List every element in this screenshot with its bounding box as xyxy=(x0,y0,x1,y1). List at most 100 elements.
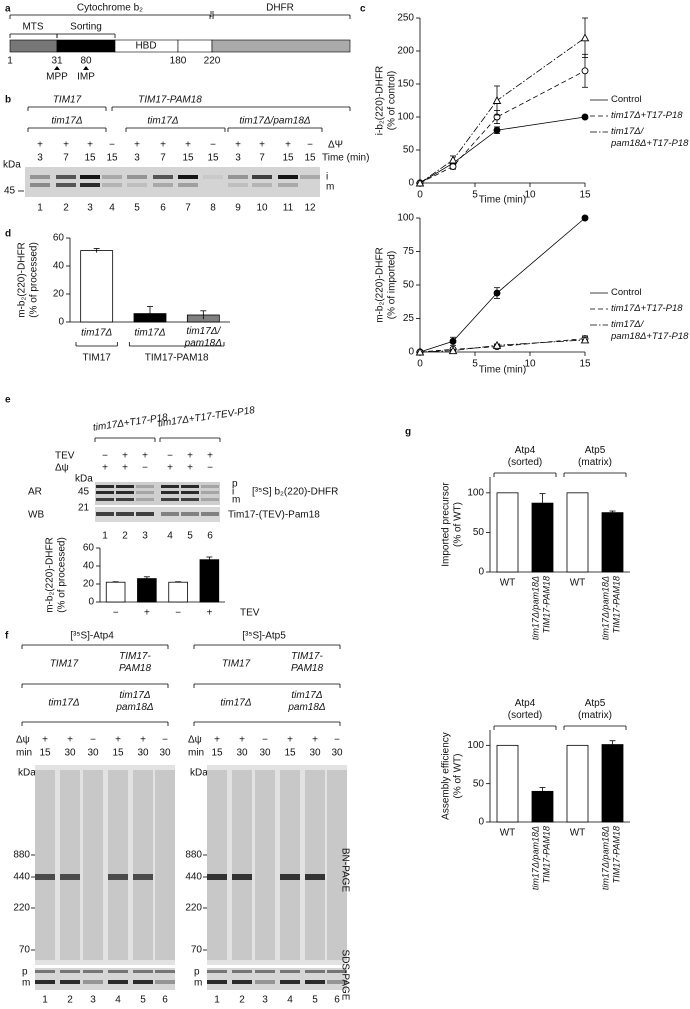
segment xyxy=(211,39,351,53)
x-tick-label: 15 xyxy=(579,190,591,201)
lane-number: 1 xyxy=(42,995,48,1006)
x-tick-label-box: tim17Δ/ pam18Δ xyxy=(185,326,222,349)
minutes: 30 xyxy=(236,748,248,759)
y-tick-label: 50 xyxy=(403,280,415,291)
bar xyxy=(496,744,519,823)
band xyxy=(201,491,219,494)
point xyxy=(449,337,457,345)
group-label-box: Atp4 (sorted) xyxy=(508,698,542,721)
label: Cytochrome b₂ xyxy=(77,3,143,14)
lane-smear xyxy=(83,770,103,960)
bar xyxy=(496,492,519,573)
x-tick-label-box: tim17Δ/pam18Δ TIM17-PAM18 xyxy=(531,576,552,640)
psi: + xyxy=(122,463,128,474)
legend-label: tim17Δ/ pam18Δ+T17-P18 xyxy=(611,126,689,149)
band xyxy=(161,491,179,494)
lane-smear xyxy=(133,770,153,960)
y-tick-label: 100 xyxy=(467,487,484,498)
minutes: 30 xyxy=(159,748,171,759)
psi: + xyxy=(185,140,191,151)
time: 15 xyxy=(304,153,316,164)
segment xyxy=(56,39,116,53)
lane-number: 6 xyxy=(160,203,166,214)
x-tick-label: WT xyxy=(570,578,586,589)
lane-number: 11 xyxy=(283,203,294,214)
point xyxy=(580,33,590,42)
minutes: 30 xyxy=(64,748,76,759)
y-tick-label: 40 xyxy=(83,561,95,572)
psi: + xyxy=(87,140,93,151)
x-tick-label: + xyxy=(206,608,212,619)
band xyxy=(108,980,128,984)
marker: 440 xyxy=(13,872,30,883)
minutes: 30 xyxy=(259,748,271,759)
label: MTS xyxy=(22,22,43,33)
x-tick-label: 5 xyxy=(472,359,478,370)
lane-number: 9 xyxy=(235,203,241,214)
psi: + xyxy=(42,735,48,746)
x-tick-label: − xyxy=(113,608,119,619)
group-label: TIM17-PAM18 xyxy=(145,353,209,364)
lane-smear xyxy=(60,770,80,960)
label: 45 xyxy=(4,186,16,197)
lane-number: 3 xyxy=(87,203,93,214)
label: Tim17-(TEV)-Pam18 xyxy=(228,510,320,521)
lane-smear xyxy=(255,770,275,960)
label: kDa xyxy=(75,474,93,485)
band xyxy=(278,183,298,187)
band xyxy=(178,183,198,187)
label: min xyxy=(188,748,204,759)
label: tim17Δ+T17-TEV-P18 xyxy=(157,405,256,430)
series-line xyxy=(419,116,586,184)
lane-number: 3 xyxy=(262,995,268,1006)
time: 15 xyxy=(282,153,294,164)
band xyxy=(280,980,300,984)
band xyxy=(280,874,300,880)
psi: + xyxy=(115,735,121,746)
y-axis-label: (% of WT) xyxy=(453,502,464,547)
band xyxy=(207,970,227,973)
lane-number: 2 xyxy=(63,203,69,214)
minutes: 30 xyxy=(87,748,99,759)
label: p xyxy=(194,967,200,978)
strain: TIM17- PAM18 xyxy=(118,651,152,674)
label: IMP xyxy=(77,72,95,83)
marker: 440 xyxy=(185,872,202,883)
x-tick-label: 15 xyxy=(579,359,591,370)
band xyxy=(300,175,320,179)
legend-label: tim17Δ+T17-P18 xyxy=(611,303,683,314)
y-axis-label: (% of WT) xyxy=(453,754,464,799)
band xyxy=(133,980,153,984)
background: tim17Δ pam18Δ xyxy=(116,690,154,713)
band xyxy=(201,485,219,488)
psi: + xyxy=(67,735,73,746)
tev: − xyxy=(167,451,173,462)
point xyxy=(493,289,501,297)
label: BN-PAGE xyxy=(339,848,350,893)
time: 15 xyxy=(207,153,219,164)
band xyxy=(207,980,227,984)
band xyxy=(155,980,175,984)
marker: 880 xyxy=(13,850,30,861)
x-tick-label: + xyxy=(144,608,150,619)
x-tick-label: tim17Δ/pam18Δ TIM17-PAM18 xyxy=(530,826,552,891)
psi: − xyxy=(307,140,313,151)
lane-smear xyxy=(155,770,175,960)
y-axis-label: (% of processed) xyxy=(57,537,68,613)
minutes: 30 xyxy=(331,748,343,759)
label: tim17Δ xyxy=(48,698,79,709)
y-axis-label: (% of control) xyxy=(387,71,398,130)
time: 15 xyxy=(106,153,118,164)
band xyxy=(201,498,219,501)
y-tick-label: 150 xyxy=(397,79,414,90)
label: p xyxy=(22,967,28,978)
psi: + xyxy=(102,463,108,474)
label: [³⁵S]-Atp4 xyxy=(70,631,114,642)
x-tick-label: 10 xyxy=(524,359,536,370)
strain-box: TIM17- PAM18 xyxy=(118,651,152,674)
marker: 220 xyxy=(185,903,202,914)
lane-number: 4 xyxy=(287,995,293,1006)
x-tick-label: 0 xyxy=(417,359,423,370)
band xyxy=(181,485,199,488)
point xyxy=(492,340,502,349)
